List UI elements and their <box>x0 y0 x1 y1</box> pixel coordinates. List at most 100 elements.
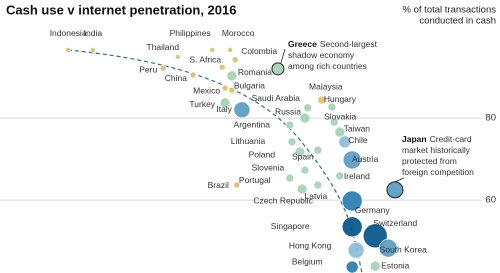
point-label: Austria <box>352 154 379 164</box>
point <box>233 101 251 119</box>
annotation: Greece Second-largest shadow economy among … <box>288 39 378 71</box>
point <box>386 181 404 199</box>
point <box>303 103 313 113</box>
point-label: Italy <box>216 104 232 114</box>
point <box>227 47 233 53</box>
point-label: Poland <box>249 149 276 159</box>
point-label: S. Africa <box>189 54 221 64</box>
point-label: Philippines <box>170 28 211 38</box>
point-label: Spain <box>292 151 314 161</box>
point-label: Germany <box>355 205 391 215</box>
point <box>378 238 398 258</box>
point-label: South Korea <box>380 244 428 254</box>
point <box>287 137 297 147</box>
point-label: Turkey <box>189 99 215 109</box>
point <box>285 120 295 130</box>
point <box>345 260 359 273</box>
point-label: Taiwan <box>344 123 371 133</box>
point <box>285 173 295 183</box>
annotation-text: shadow economy <box>288 50 355 60</box>
point <box>90 47 96 53</box>
annotation-text: among rich countries <box>288 61 367 71</box>
point <box>300 165 310 175</box>
point <box>329 117 339 127</box>
point <box>189 71 197 79</box>
point-label: Ireland <box>344 171 370 181</box>
point-label: Portugal <box>239 175 271 185</box>
y-tick-label: 80 <box>485 113 496 124</box>
point-label: Lithuania <box>231 136 266 146</box>
point-label: Bulgaria <box>234 80 265 90</box>
point <box>317 95 327 105</box>
point-label: Slovakia <box>324 111 356 121</box>
point <box>334 126 346 138</box>
point-label: Latvia <box>305 191 328 201</box>
point-label: Mexico <box>193 85 220 95</box>
point-label: Morocco <box>222 28 255 38</box>
point-label: Brazil <box>208 180 229 190</box>
point-label: Peru <box>139 64 157 74</box>
point <box>338 135 352 149</box>
point-label: Romania <box>238 67 272 77</box>
point <box>233 181 241 189</box>
annotation-text: foreign competition <box>402 167 474 177</box>
point-label: India <box>84 28 103 38</box>
annotation: Japan Credit-card market historically prote… <box>402 134 474 177</box>
point <box>294 146 306 158</box>
point <box>226 70 238 82</box>
point <box>335 171 345 181</box>
point <box>271 62 285 76</box>
point <box>159 64 167 72</box>
point-label: China <box>165 73 187 83</box>
point <box>209 47 215 53</box>
point <box>313 180 323 190</box>
annotation-name: Greece <box>288 39 317 49</box>
annotation-text: Second-largest <box>320 39 378 49</box>
point <box>341 216 363 238</box>
point <box>219 97 231 109</box>
point-label: Malaysia <box>309 81 343 91</box>
point <box>228 86 236 94</box>
point-label: Hungary <box>324 94 357 104</box>
point <box>221 84 229 92</box>
point-label: Slovenia <box>252 162 285 172</box>
y-axis-title: conducted in cash <box>419 16 496 27</box>
point-label: Hong Kong <box>289 240 332 250</box>
annotation-name: Japan <box>402 134 427 144</box>
y-tick-label: 60 <box>485 195 496 206</box>
point <box>347 241 365 259</box>
point-label: Estonia <box>381 260 410 270</box>
annotation-text: protected from <box>402 156 457 166</box>
point-label: Indonesia <box>50 28 87 38</box>
point <box>341 190 363 212</box>
point <box>369 260 381 272</box>
annotation-leader <box>280 48 286 63</box>
point-label: Czech Republic <box>253 195 313 205</box>
annotation-text: market historically <box>402 145 471 155</box>
point <box>218 63 226 71</box>
point-label: Saudi Arabia <box>252 93 300 103</box>
point <box>296 183 308 195</box>
point <box>327 102 337 112</box>
annotation-leader <box>394 177 405 183</box>
point-label: Thailand <box>147 42 180 52</box>
point-label: Russia <box>275 106 301 116</box>
point <box>342 150 362 170</box>
point <box>299 112 311 124</box>
point <box>175 54 181 60</box>
chart-title: Cash use v internet penetration, 2016 <box>6 2 236 17</box>
point-label: Colombia <box>241 46 277 56</box>
point <box>313 145 323 155</box>
annotation-text: Credit-card <box>430 134 472 144</box>
point-label: Switzerland <box>373 218 417 228</box>
point-label: Singapore <box>271 221 310 231</box>
point-label: Chile <box>348 135 368 145</box>
point <box>231 56 239 64</box>
point-label: Belgium <box>292 256 323 266</box>
point <box>65 47 71 53</box>
point-label: Argentina <box>234 119 271 129</box>
point <box>362 223 388 249</box>
y-axis-title: % of total transactions <box>403 5 497 16</box>
